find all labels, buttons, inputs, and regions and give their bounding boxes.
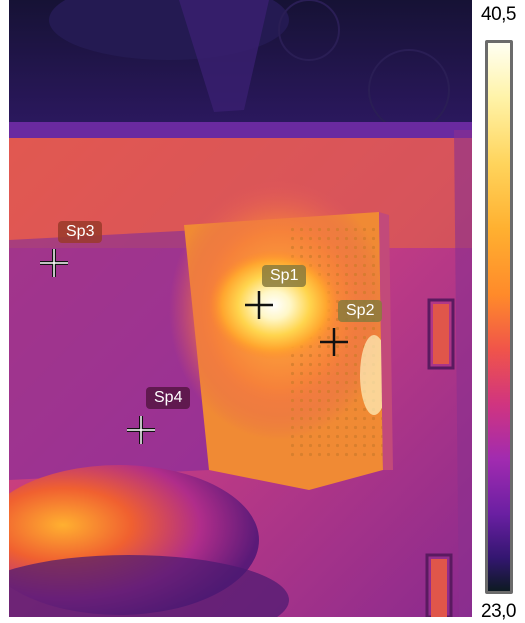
crosshair-icon (245, 291, 273, 319)
scale-max-value: 40,5 (481, 4, 516, 25)
crosshair-icon (40, 249, 68, 277)
scale-min-value: 23,0 (481, 601, 516, 622)
crosshair-icon (127, 416, 155, 444)
spot-label-sp2: Sp2 (338, 300, 383, 322)
temperature-scale-bar (485, 40, 513, 594)
spot-label-sp3: Sp3 (58, 221, 103, 243)
crosshair-icon (320, 328, 348, 356)
spot-label-sp1: Sp1 (262, 265, 307, 287)
thermal-scene (9, 0, 472, 617)
thermal-image (9, 0, 472, 617)
spot-label-sp4: Sp4 (146, 387, 191, 409)
